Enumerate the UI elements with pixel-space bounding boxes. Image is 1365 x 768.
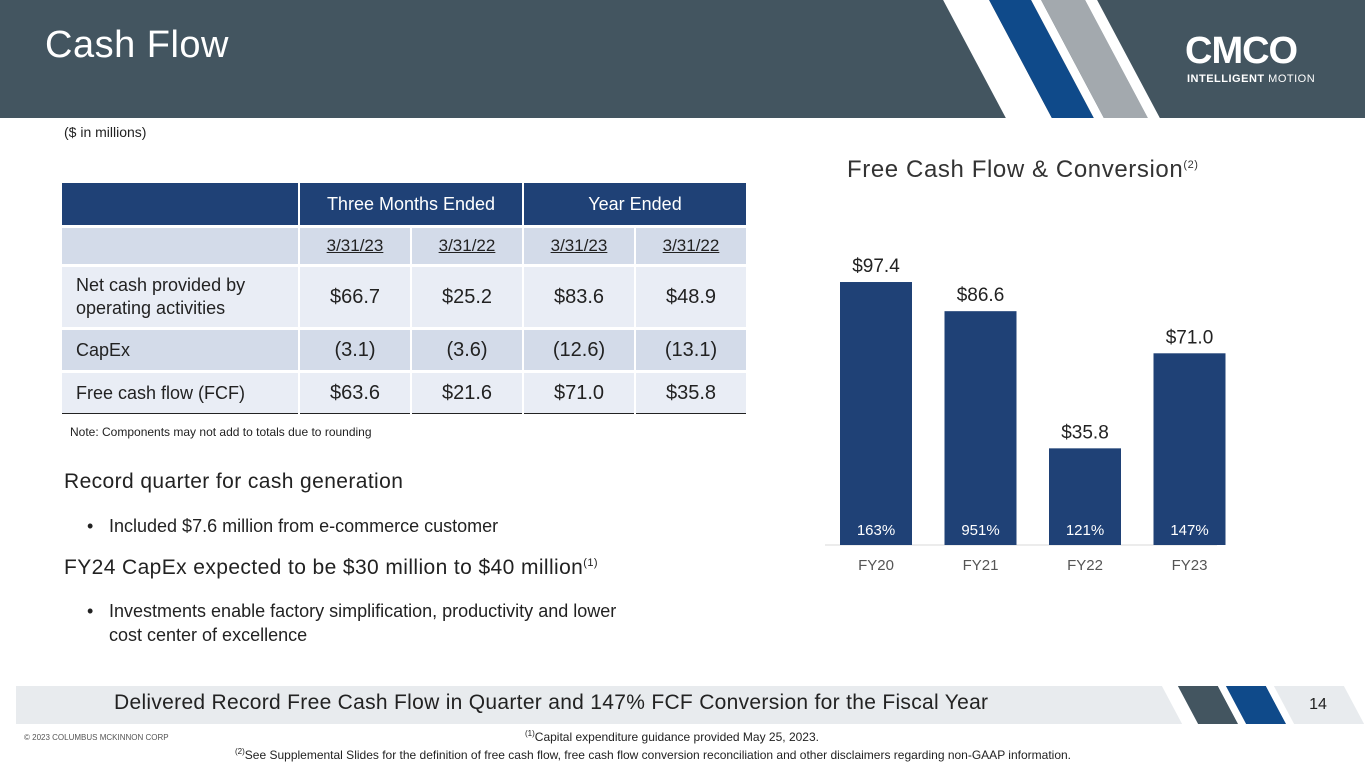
highlight-bullet-text: Included $7.6 million from e-commerce cu… xyxy=(109,516,499,536)
table-note: Note: Components may not add to totals d… xyxy=(70,425,372,439)
bar-value-label: $97.4 xyxy=(852,256,900,277)
row-label: CapEx xyxy=(62,330,298,370)
logo-wordmark: CMCO xyxy=(1185,30,1298,72)
date-row-blank xyxy=(62,228,298,264)
copyright: © 2023 COLUMBUS MCKINNON CORP xyxy=(24,733,169,742)
footnote-mark: (1) xyxy=(525,729,535,738)
table-cell: $48.9 xyxy=(636,267,746,327)
header-banner: Cash Flow CMCO INTELLIGENT MOTION xyxy=(0,0,1365,118)
table-row: Net cash provided by operating activitie… xyxy=(62,267,746,327)
table-cell: $25.2 xyxy=(412,267,522,327)
date-header: 3/31/23 xyxy=(524,228,634,264)
table-group-header-row: Three Months Ended Year Ended xyxy=(62,183,746,225)
group-header-year: Year Ended xyxy=(524,183,746,225)
bar xyxy=(1049,448,1121,545)
table-row: Free cash flow (FCF) $63.6 $21.6 $71.0 $… xyxy=(62,373,746,414)
highlight-bullet: • Investments enable factory simplificati… xyxy=(87,599,639,647)
units-note: ($ in millions) xyxy=(64,124,147,140)
date-label: 3/31/23 xyxy=(326,236,384,255)
bar xyxy=(840,282,912,545)
highlight-bullet-text: Investments enable factory simplificatio… xyxy=(109,601,617,645)
row-label: Net cash provided by operating activitie… xyxy=(62,267,298,327)
bullet-dot: • xyxy=(87,601,94,621)
bar-value-label: $86.6 xyxy=(957,285,1005,306)
bar-value-label: $71.0 xyxy=(1166,327,1214,348)
footer-banner xyxy=(16,686,1196,724)
conversion-label: 121% xyxy=(1066,522,1104,539)
x-tick-label: FY22 xyxy=(1067,557,1103,574)
highlight-heading: FY24 CapEx expected to be $30 million to… xyxy=(64,556,598,580)
highlight-heading-text: FY24 CapEx expected to be $30 million to… xyxy=(64,556,584,579)
footnote-ref: (1) xyxy=(583,557,598,569)
footnote-text: Capital expenditure guidance provided Ma… xyxy=(534,730,819,744)
page-title: Cash Flow xyxy=(45,24,229,66)
footnote-mark: (2) xyxy=(235,747,245,756)
table-cell: $63.6 xyxy=(300,373,410,414)
highlight-heading: Record quarter for cash generation xyxy=(64,470,403,494)
page-number: 14 xyxy=(1309,696,1327,713)
footnote-2: (2)See Supplemental Slides for the defin… xyxy=(235,747,1071,762)
bar xyxy=(1153,353,1226,545)
conversion-label: 147% xyxy=(1170,522,1208,539)
logo-tag-bold: INTELLIGENT xyxy=(1187,73,1265,85)
fcf-bar-chart: $97.4 163% FY20 $86.6 951% FY21 $35.8 121% FY22 $… xyxy=(825,256,1226,574)
footnote-1: (1)Capital expenditure guidance provided… xyxy=(525,729,819,744)
conversion-label: 163% xyxy=(857,522,895,539)
table-cell: (3.6) xyxy=(412,330,522,370)
table-cell: $21.6 xyxy=(412,373,522,414)
bar-value-label: $35.8 xyxy=(1061,422,1109,443)
x-tick-label: FY20 xyxy=(858,557,894,574)
footer-banner-text: Delivered Record Free Cash Flow in Quart… xyxy=(114,691,989,714)
date-label: 3/31/23 xyxy=(550,236,608,255)
table-cell: (3.1) xyxy=(300,330,410,370)
date-header: 3/31/23 xyxy=(300,228,410,264)
table-cell: $83.6 xyxy=(524,267,634,327)
table-date-row: 3/31/23 3/31/22 3/31/23 3/31/22 xyxy=(62,228,746,264)
conversion-label: 951% xyxy=(961,522,999,539)
group-header-three-months: Three Months Ended xyxy=(300,183,522,225)
chart-title-text: Free Cash Flow & Conversion xyxy=(847,156,1184,183)
table-cell: $66.7 xyxy=(300,267,410,327)
row-label: Free cash flow (FCF) xyxy=(62,373,298,414)
table-cell: $71.0 xyxy=(524,373,634,414)
table-row: CapEx (3.1) (3.6) (12.6) (13.1) xyxy=(62,330,746,370)
logo-tag-light: MOTION xyxy=(1268,73,1316,85)
footnote-ref: (2) xyxy=(1183,159,1199,171)
table-corner-cell xyxy=(62,183,298,225)
table-cell: (13.1) xyxy=(636,330,746,370)
x-tick-label: FY21 xyxy=(963,557,999,574)
x-tick-label: FY23 xyxy=(1172,557,1208,574)
table-cell: $35.8 xyxy=(636,373,746,414)
date-header: 3/31/22 xyxy=(412,228,522,264)
table-cell: (12.6) xyxy=(524,330,634,370)
bar xyxy=(944,311,1017,545)
logo-tagline: INTELLIGENT MOTION xyxy=(1187,73,1315,85)
footnote-text: See Supplemental Slides for the definiti… xyxy=(244,748,1072,762)
date-header: 3/31/22 xyxy=(636,228,746,264)
cash-flow-table: Three Months Ended Year Ended 3/31/23 3/… xyxy=(60,180,748,417)
highlight-bullet: • Included $7.6 million from e-commerce c… xyxy=(87,514,649,538)
chart-title: Free Cash Flow & Conversion(2) xyxy=(847,156,1199,184)
cmco-logo: CMCO INTELLIGENT MOTION xyxy=(1185,30,1325,90)
date-label: 3/31/22 xyxy=(662,236,720,255)
highlight-heading-text: Record quarter for cash generation xyxy=(64,470,404,493)
bullet-dot: • xyxy=(87,516,94,536)
date-label: 3/31/22 xyxy=(438,236,496,255)
